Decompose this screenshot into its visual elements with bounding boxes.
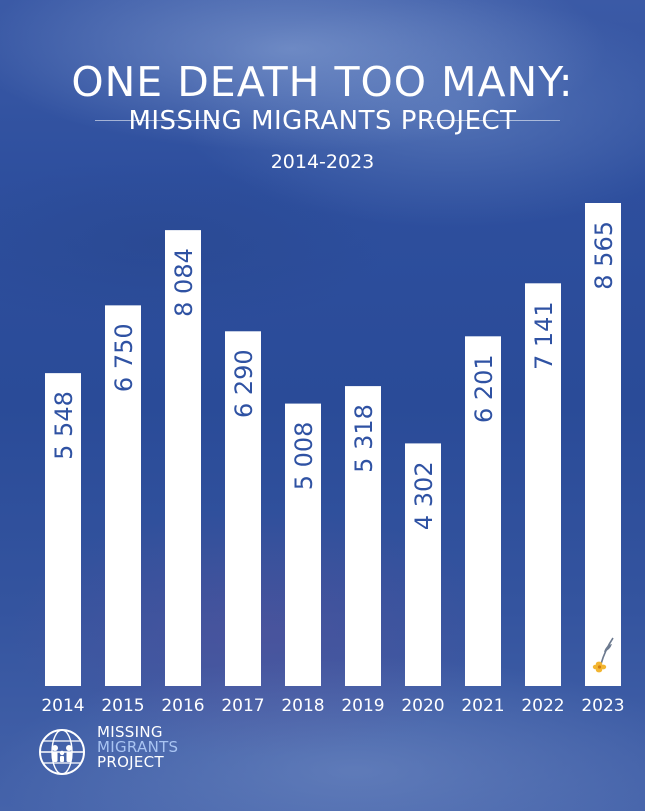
logo-line-project: PROJECT	[97, 753, 164, 771]
bar-2015	[105, 305, 141, 686]
x-tick-label-2022: 2022	[521, 696, 564, 716]
bar-2020	[405, 443, 441, 686]
bar-2018	[285, 403, 321, 686]
page-title: ONE DEATH TOO MANY:	[71, 58, 574, 106]
logo-line-migrants: MIGRANTS	[97, 738, 179, 756]
x-tick-label-2020: 2020	[401, 696, 444, 716]
x-tick-label-2016: 2016	[161, 696, 204, 716]
bar-2021	[465, 336, 501, 686]
subtitle-rule-right	[425, 120, 560, 121]
bar-2014	[45, 373, 81, 686]
bar-2023	[585, 203, 621, 686]
bar-value-label-2015: 6 750	[110, 323, 138, 392]
bar-2017	[225, 331, 261, 686]
bar-2022	[525, 283, 561, 686]
bar-value-label-2020: 4 302	[410, 461, 438, 530]
page-subtitle: MISSING MIGRANTS PROJECT	[128, 106, 517, 136]
x-tick-label-2018: 2018	[281, 696, 324, 716]
x-tick-label-2023: 2023	[581, 696, 624, 716]
bar-value-label-2021: 6 201	[470, 354, 498, 423]
logo-line-missing: MISSING	[97, 723, 163, 741]
bar-value-label-2023: 8 565	[590, 221, 618, 290]
bar-value-label-2017: 6 290	[230, 349, 258, 418]
flower-icon	[592, 637, 614, 673]
period-label: 2014-2023	[270, 151, 375, 173]
x-tick-label-2019: 2019	[341, 696, 384, 716]
x-tick-label-2015: 2015	[101, 696, 144, 716]
bar-value-label-2014: 5 548	[50, 391, 78, 460]
bar-value-label-2016: 8 084	[170, 248, 198, 317]
subtitle-rule-left	[95, 120, 220, 121]
bar-value-label-2018: 5 008	[290, 422, 318, 491]
x-tick-label-2014: 2014	[41, 696, 84, 716]
iom-globe-family-icon	[39, 729, 85, 775]
bar-2019	[345, 386, 381, 686]
bar-2016	[165, 230, 201, 686]
missing-migrants-logo: MISSING MIGRANTS PROJECT	[37, 725, 277, 785]
x-tick-label-2017: 2017	[221, 696, 264, 716]
x-tick-label-2021: 2021	[461, 696, 504, 716]
bar-value-label-2019: 5 318	[350, 404, 378, 473]
bar-value-label-2022: 7 141	[530, 301, 558, 370]
